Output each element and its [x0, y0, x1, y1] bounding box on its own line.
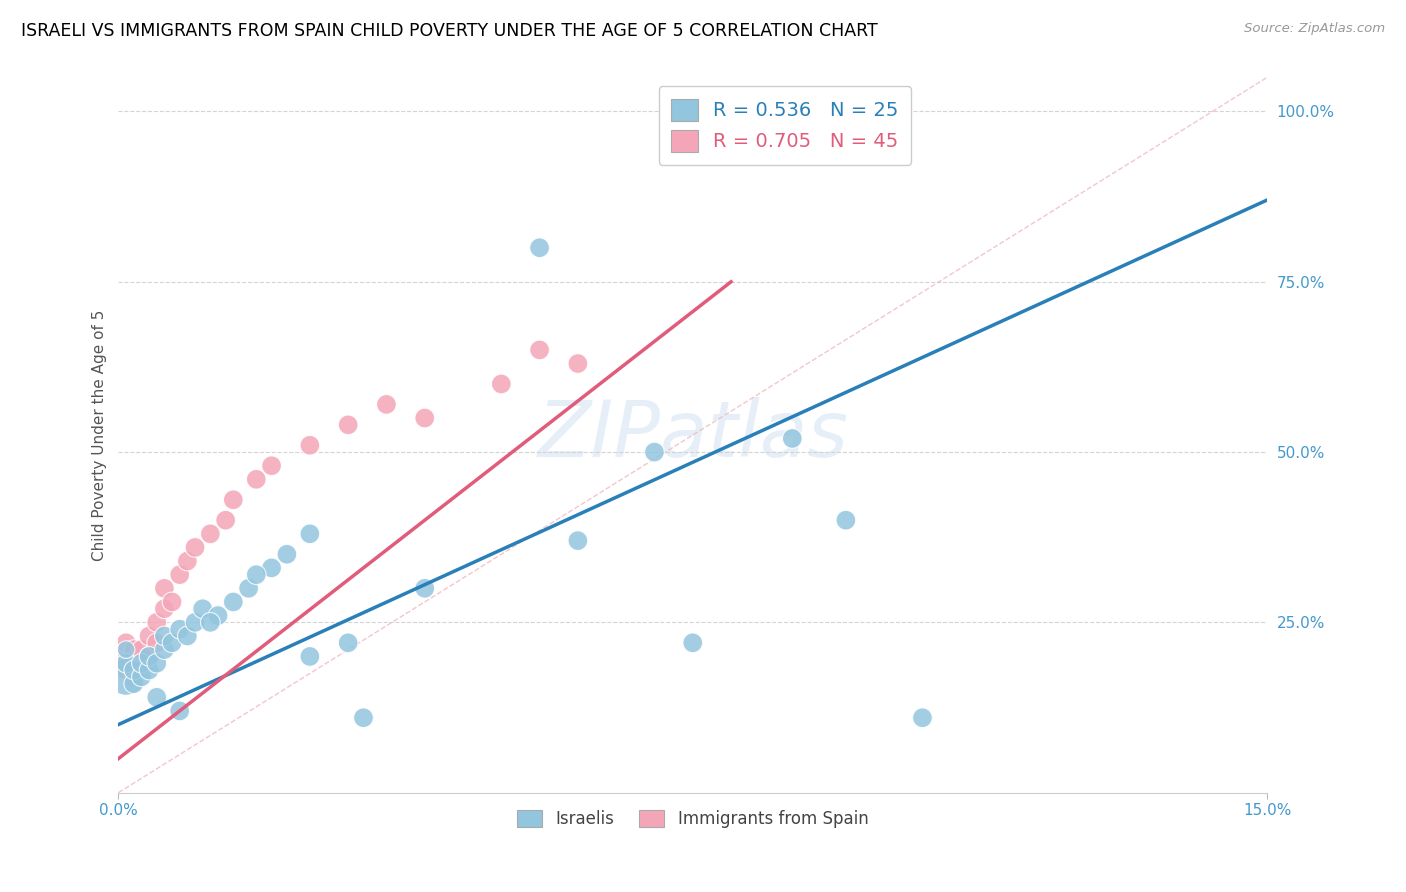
Point	[153, 642, 176, 657]
Point	[207, 608, 229, 623]
Point	[337, 417, 360, 432]
Point	[375, 397, 398, 411]
Point	[153, 629, 176, 643]
Point	[529, 343, 551, 357]
Point	[115, 642, 138, 657]
Point	[184, 541, 207, 555]
Point	[145, 615, 167, 630]
Point	[184, 615, 207, 630]
Point	[145, 636, 167, 650]
Point	[169, 704, 191, 718]
Point	[153, 601, 176, 615]
Point	[413, 582, 436, 596]
Point	[122, 676, 145, 690]
Point	[131, 670, 153, 684]
Point	[176, 629, 198, 643]
Point	[160, 636, 183, 650]
Point	[169, 622, 191, 636]
Point	[122, 663, 145, 677]
Point	[260, 458, 283, 473]
Point	[122, 642, 145, 657]
Point	[115, 649, 138, 664]
Point	[567, 533, 589, 548]
Y-axis label: Child Poverty Under the Age of 5: Child Poverty Under the Age of 5	[93, 310, 107, 561]
Point	[115, 636, 138, 650]
Point	[138, 649, 160, 664]
Text: ISRAELI VS IMMIGRANTS FROM SPAIN CHILD POVERTY UNDER THE AGE OF 5 CORRELATION CH: ISRAELI VS IMMIGRANTS FROM SPAIN CHILD P…	[21, 22, 877, 40]
Point	[782, 104, 804, 119]
Point	[153, 582, 176, 596]
Text: ZIPatlas: ZIPatlas	[537, 397, 848, 473]
Point	[176, 554, 198, 568]
Point	[160, 595, 183, 609]
Point	[131, 657, 153, 671]
Point	[911, 711, 934, 725]
Point	[337, 636, 360, 650]
Point	[115, 663, 138, 677]
Point	[115, 657, 138, 671]
Point	[643, 445, 665, 459]
Point	[567, 357, 589, 371]
Point	[200, 526, 222, 541]
Point	[298, 526, 321, 541]
Point	[298, 649, 321, 664]
Point	[222, 492, 245, 507]
Point	[413, 411, 436, 425]
Point	[145, 690, 167, 705]
Point	[214, 513, 236, 527]
Point	[782, 432, 804, 446]
Point	[222, 595, 245, 609]
Point	[131, 642, 153, 657]
Point	[276, 547, 298, 561]
Point	[115, 670, 138, 684]
Point	[169, 567, 191, 582]
Point	[682, 636, 704, 650]
Point	[200, 615, 222, 630]
Point	[131, 657, 153, 671]
Point	[298, 438, 321, 452]
Text: Source: ZipAtlas.com: Source: ZipAtlas.com	[1244, 22, 1385, 36]
Point	[491, 376, 513, 391]
Point	[238, 582, 260, 596]
Point	[245, 472, 267, 486]
Point	[145, 657, 167, 671]
Point	[245, 567, 267, 582]
Point	[122, 657, 145, 671]
Point	[191, 601, 214, 615]
Point	[353, 711, 375, 725]
Point	[138, 663, 160, 677]
Point	[529, 241, 551, 255]
Point	[260, 561, 283, 575]
Point	[122, 670, 145, 684]
Point	[835, 513, 858, 527]
Point	[138, 649, 160, 664]
Point	[138, 629, 160, 643]
Legend: Israelis, Immigrants from Spain: Israelis, Immigrants from Spain	[510, 803, 875, 834]
